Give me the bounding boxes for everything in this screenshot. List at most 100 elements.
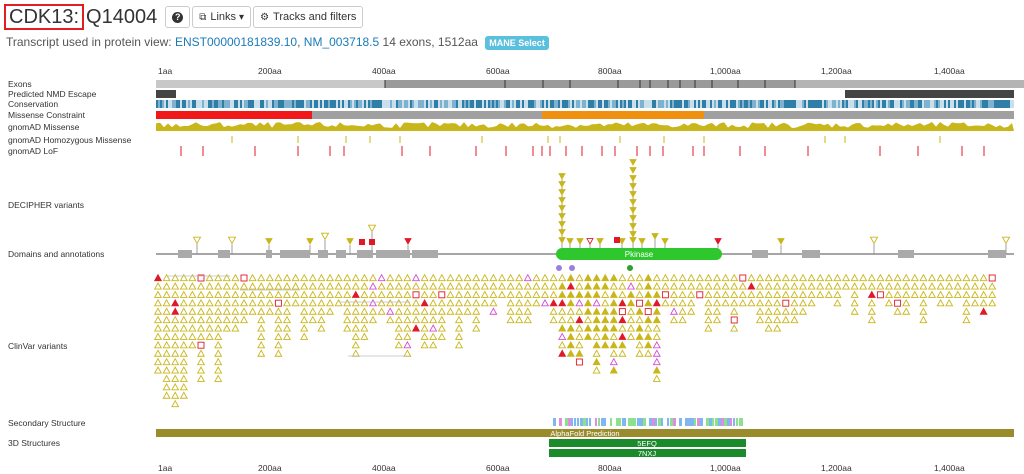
conservation-bin[interactable] — [624, 100, 626, 108]
conservation-bin[interactable] — [828, 100, 830, 108]
ss-element[interactable] — [586, 418, 588, 426]
clinvar-variant[interactable] — [317, 290, 326, 298]
clinvar-variant[interactable] — [695, 273, 704, 282]
clinvar-variant[interactable] — [609, 332, 618, 340]
ss-element[interactable] — [679, 418, 682, 426]
clinvar-variant[interactable] — [644, 290, 653, 298]
clinvar-variant[interactable] — [291, 298, 300, 307]
conservation-bin[interactable] — [858, 100, 860, 108]
clinvar-variant[interactable] — [368, 315, 378, 324]
clinvar-variant[interactable] — [222, 273, 231, 282]
conservation-bin[interactable] — [990, 100, 992, 108]
clinvar-variant[interactable] — [360, 282, 369, 290]
conservation-bin[interactable] — [160, 100, 162, 108]
conservation-bin[interactable] — [978, 100, 980, 108]
clinvar-variant[interactable] — [188, 307, 197, 315]
clinvar-variant[interactable] — [171, 290, 180, 298]
clinvar-variant[interactable] — [583, 315, 593, 324]
conservation-bin[interactable] — [830, 100, 832, 108]
clinvar-variant[interactable] — [669, 315, 679, 324]
clinvar-variant[interactable] — [988, 282, 997, 290]
clinvar-variant[interactable] — [764, 298, 773, 307]
clinvar-variant-square[interactable] — [644, 308, 652, 316]
ss-element[interactable] — [580, 418, 583, 426]
conservation-bin[interactable] — [532, 100, 534, 108]
clinvar-variant[interactable] — [575, 349, 584, 357]
clinvar-variant[interactable] — [945, 290, 954, 298]
clinvar-variant[interactable] — [351, 332, 360, 340]
clinvar-variant[interactable] — [601, 315, 610, 324]
clinvar-variant[interactable] — [222, 298, 231, 307]
clinvar-variant[interactable] — [979, 307, 988, 315]
conservation-bin[interactable] — [906, 100, 908, 108]
clinvar-variant[interactable] — [437, 282, 446, 290]
clinvar-variant[interactable] — [798, 307, 808, 315]
clinvar-variant[interactable] — [214, 307, 223, 315]
decipher-variant[interactable] — [629, 183, 637, 190]
ss-element[interactable] — [640, 418, 644, 426]
conservation-bin[interactable] — [938, 100, 940, 108]
clinvar-variant[interactable] — [394, 315, 403, 324]
conservation-bin[interactable] — [776, 100, 778, 108]
clinvar-variant[interactable] — [601, 282, 610, 290]
conservation-bin[interactable] — [164, 100, 166, 108]
conservation-bin[interactable] — [994, 100, 996, 108]
clinvar-variant[interactable] — [781, 282, 790, 290]
ss-element[interactable] — [697, 418, 701, 426]
conservation-bin[interactable] — [772, 100, 774, 108]
conservation-bin[interactable] — [756, 100, 758, 108]
clinvar-variant[interactable] — [515, 298, 524, 307]
conservation-bin[interactable] — [722, 100, 724, 108]
clinvar-variant[interactable] — [171, 374, 180, 382]
clinvar-variant-square[interactable] — [197, 274, 205, 282]
conservation-bin[interactable] — [268, 100, 270, 108]
clinvar-variant[interactable] — [171, 399, 180, 408]
conservation-bin[interactable] — [480, 100, 482, 108]
clinvar-variant[interactable] — [171, 307, 180, 315]
clinvar-variant[interactable] — [558, 282, 567, 290]
conservation-bin[interactable] — [352, 100, 354, 108]
clinvar-variant[interactable] — [773, 290, 782, 298]
conservation-bin[interactable] — [982, 100, 984, 108]
conservation-bin[interactable] — [500, 100, 502, 108]
clinvar-variant-square[interactable] — [438, 291, 446, 299]
ss-element[interactable] — [631, 418, 634, 426]
ss-element[interactable] — [691, 418, 694, 426]
clinvar-variant[interactable] — [549, 298, 558, 307]
clinvar-variant[interactable] — [816, 273, 825, 282]
clinvar-variant[interactable] — [626, 290, 636, 298]
ss-element[interactable] — [553, 418, 556, 426]
conservation-bin[interactable] — [458, 100, 460, 108]
constraint-mid[interactable] — [542, 111, 704, 119]
clinvar-variant[interactable] — [429, 324, 438, 332]
conservation-bin[interactable] — [646, 100, 648, 108]
clinvar-variant[interactable] — [652, 290, 661, 298]
clinvar-variant[interactable] — [386, 315, 395, 324]
decipher-variant[interactable] — [265, 238, 273, 245]
conservation-bin[interactable] — [724, 100, 726, 108]
clinvar-variant[interactable] — [300, 290, 309, 298]
clinvar-variant[interactable] — [601, 307, 610, 315]
clinvar-variant[interactable] — [196, 357, 206, 366]
clinvar-variant[interactable] — [171, 324, 180, 332]
clinvar-variant[interactable] — [730, 273, 739, 282]
clinvar-variant[interactable] — [712, 315, 722, 324]
conservation-bin[interactable] — [376, 100, 378, 108]
conservation-bin[interactable] — [252, 100, 254, 108]
conservation-bin[interactable] — [1002, 100, 1004, 108]
conservation-bin[interactable] — [896, 100, 898, 108]
clinvar-variant[interactable] — [953, 290, 962, 298]
decipher-variant[interactable] — [558, 229, 566, 236]
conservation-bin[interactable] — [692, 100, 694, 108]
conservation-bin[interactable] — [992, 100, 994, 108]
clinvar-variant[interactable] — [171, 282, 180, 290]
clinvar-variant[interactable] — [764, 290, 773, 298]
conservation-bin[interactable] — [276, 100, 278, 108]
conservation-bin[interactable] — [748, 100, 750, 108]
clinvar-variant[interactable] — [936, 282, 945, 290]
decipher-variant[interactable] — [558, 189, 566, 196]
decipher-variant[interactable] — [558, 221, 566, 228]
conservation-bin[interactable] — [578, 100, 580, 108]
clinvar-variant[interactable] — [257, 282, 266, 290]
clinvar-variant[interactable] — [652, 366, 661, 374]
